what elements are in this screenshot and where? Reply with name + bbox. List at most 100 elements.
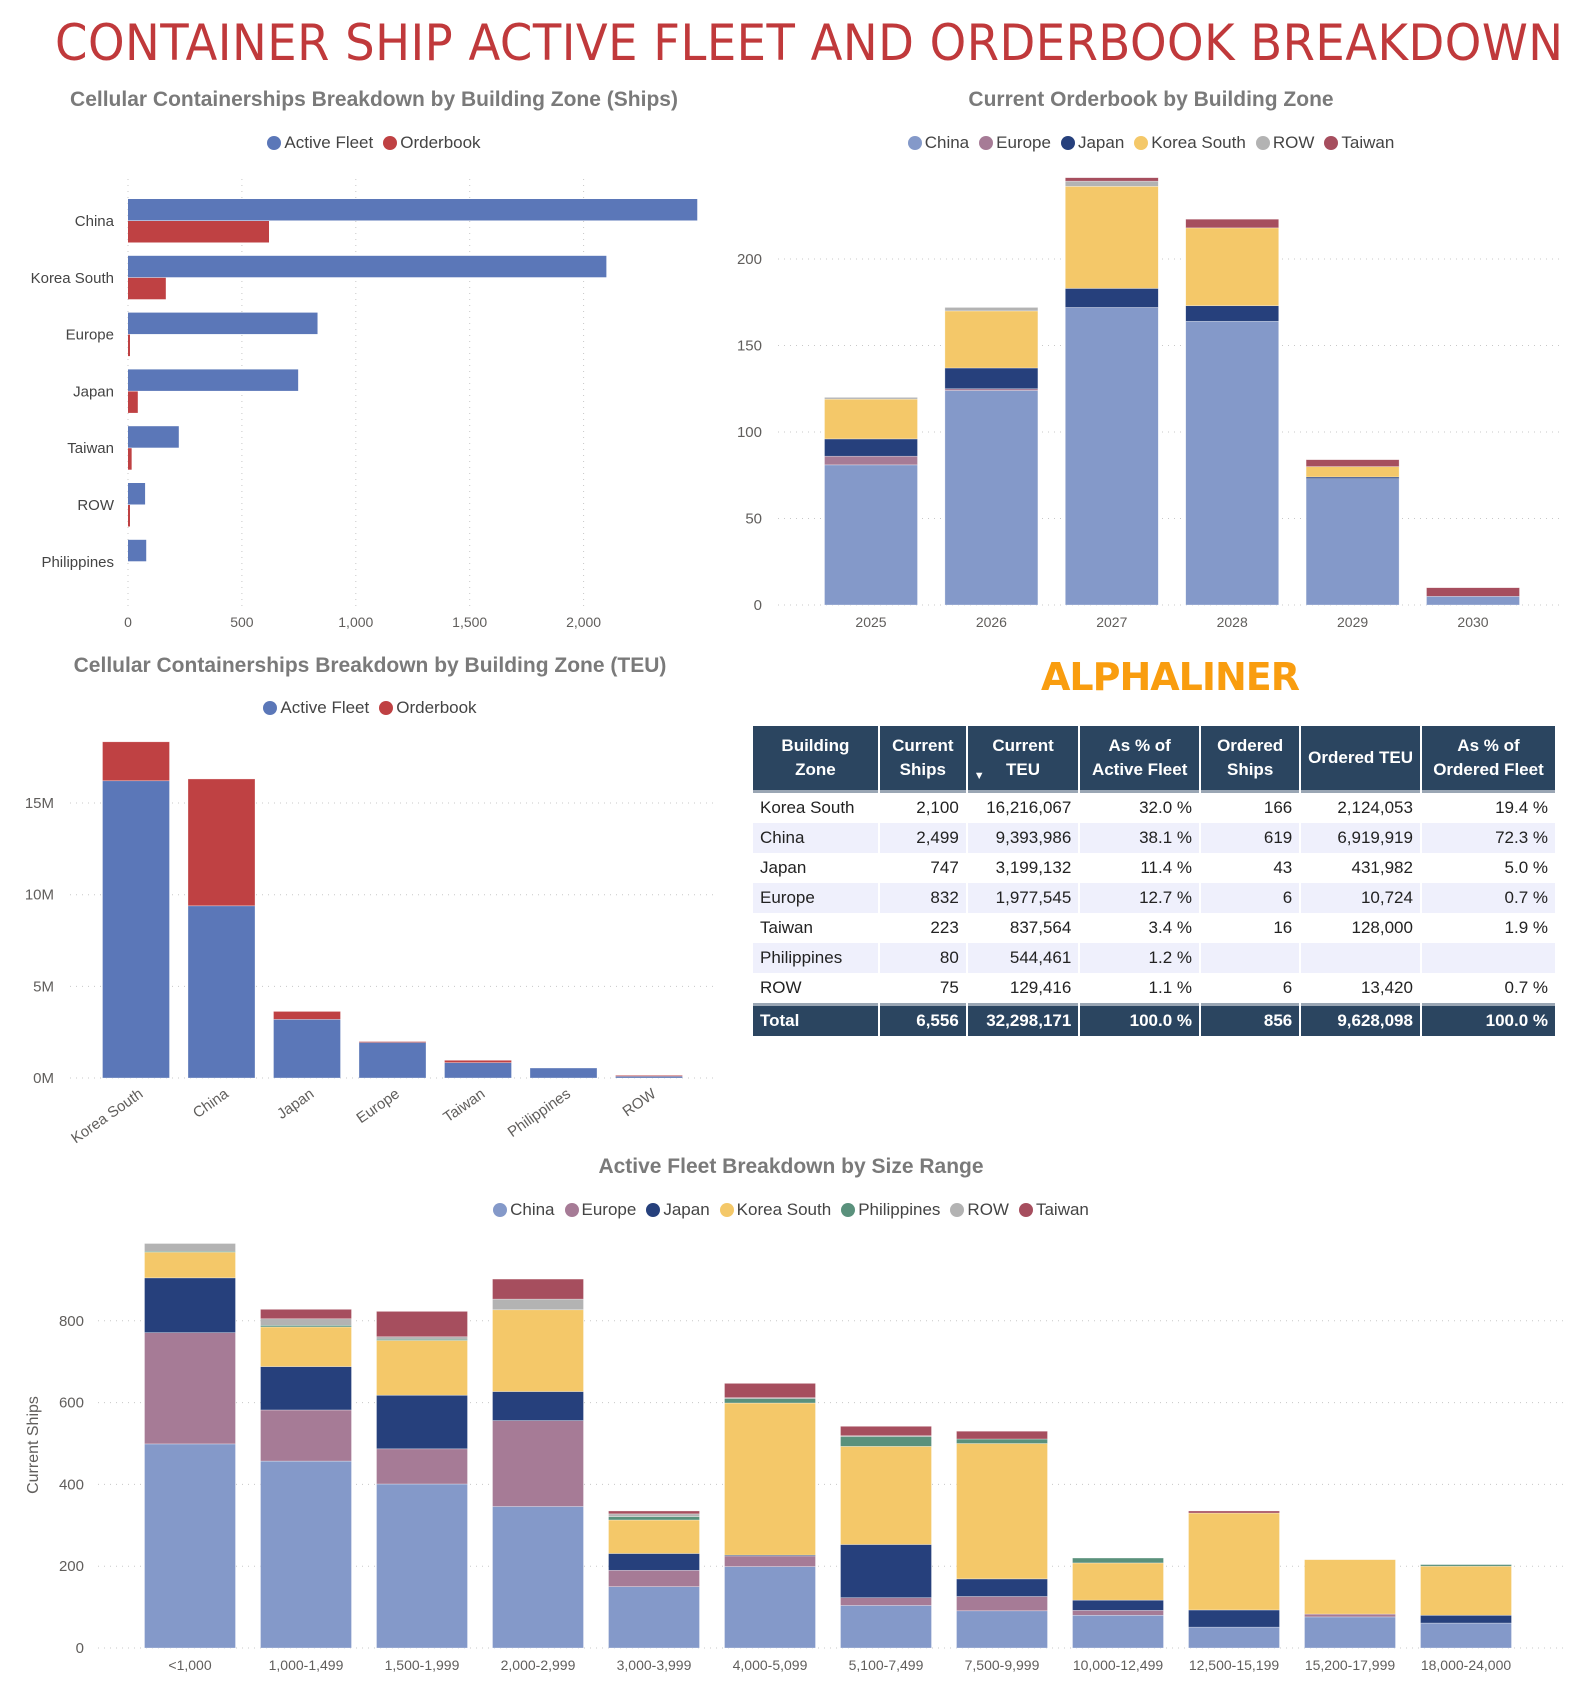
legend-item-taiwan[interactable]: Taiwan	[1018, 1200, 1089, 1220]
x-tick-label: 2029	[1337, 614, 1368, 630]
legend-item-row[interactable]: ROW	[1255, 133, 1314, 153]
legend-item-orderbook[interactable]: Orderbook	[383, 133, 481, 153]
bar-active-fleet-row	[128, 483, 146, 505]
table-cell-as-of-active-fleet: 1.2 %	[1080, 943, 1200, 973]
table-cell-as-of-ordered-fleet: 72.3 %	[1421, 823, 1555, 853]
bar-segment-row-1-000	[144, 1243, 236, 1252]
y-tick-label: 200	[737, 251, 762, 268]
bar-segment-philippines-18-000-24-000	[1420, 1564, 1512, 1567]
column-header-label: Building Zone	[781, 736, 850, 779]
legend-item-japan[interactable]: Japan	[1060, 133, 1124, 153]
bar-segment-europe-2025	[824, 455, 918, 466]
table-row: Japan 747 3,199,132 11.4 % 43 431,982 5.0 %	[753, 853, 1555, 883]
legend-item-taiwan[interactable]: Taiwan	[1324, 133, 1394, 153]
legend-item-row[interactable]: ROW	[950, 1200, 1009, 1220]
legend-item-philippines[interactable]: Philippines	[841, 1200, 940, 1220]
category-label: China	[75, 213, 115, 230]
bar-segment-china-2029	[1305, 478, 1400, 606]
bar-segment-philippines-10-000-12-499	[1072, 1557, 1164, 1564]
bar-segment-active-fleet-europe	[358, 1041, 427, 1079]
table-cell-ordered-teu: 128,000	[1351, 918, 1413, 937]
y-tick-label: 0M	[33, 1070, 54, 1087]
bar-segment-europe-4-000-5-099	[724, 1555, 816, 1567]
legend-item-china[interactable]: China	[493, 1200, 555, 1220]
legend-dot-icon	[1134, 136, 1149, 150]
fleet-summary-table: Building Zone Current Ships Current TEU ▼ As…	[751, 726, 1557, 1036]
column-header-label: As % of Active Fleet	[1091, 736, 1188, 779]
bar-segment-orderbook-row	[615, 1075, 683, 1077]
legend-item-europe[interactable]: Europe	[564, 1200, 636, 1220]
legend-item-orderbook[interactable]: Orderbook	[379, 698, 477, 718]
page-title: CONTAINER SHIP ACTIVE FLEET AND ORDERBOO…	[55, 14, 1564, 72]
column-header-as-of-ordered-fleet[interactable]: As % of Ordered Fleet	[1421, 726, 1555, 793]
table-cell-current-ships: 223	[930, 918, 959, 937]
legend-item-active-fleet[interactable]: Active Fleet	[263, 698, 369, 718]
bar-segment-orderbook-taiwan	[444, 1060, 512, 1063]
bar-orderbook-europe	[128, 334, 130, 357]
table-row: Korea South 2,100 16,216,067 32.0 % 166 2,124…	[753, 793, 1555, 823]
column-header-current-teu[interactable]: Current TEU ▼	[967, 726, 1079, 793]
legend-label: Europe	[996, 133, 1051, 152]
x-tick-label: 7,500-9,999	[965, 1657, 1040, 1673]
table-cell-building-zone: Taiwan	[760, 918, 813, 937]
bar-segment-europe-5-100-7-499	[840, 1597, 932, 1606]
column-header-label: Ordered Ships	[1217, 736, 1284, 779]
x-tick-label: 1,500	[452, 614, 487, 630]
legend-dot-icon	[1324, 136, 1339, 150]
table-cell-ordered-ships: 16	[1273, 918, 1293, 937]
table-cell-as-of-active-fleet: 32.0 %	[1139, 798, 1193, 817]
bar-segment-japan-1-500-1-999	[376, 1394, 468, 1450]
x-tick-label: 15,200-17,999	[1305, 1657, 1396, 1673]
sort-descending-icon[interactable]: ▼	[973, 770, 985, 782]
table-cell-building-zone: China	[753, 823, 878, 853]
column-header-label: As % of Ordered Fleet	[1433, 736, 1544, 779]
legend-label: Taiwan	[1035, 1200, 1089, 1219]
legend-item-europe[interactable]: Europe	[979, 133, 1051, 153]
bar-segment-china-2030	[1426, 596, 1520, 606]
table-cell-ordered-ships: 166	[1263, 798, 1293, 817]
bar-segment-china-1-500-1-999	[376, 1483, 468, 1649]
table-cell-as-of-ordered-fleet: 5.0 %	[1504, 858, 1548, 877]
table-cell-as-of-active-fleet: 3.4 %	[1148, 918, 1193, 937]
teu-chart-title: Cellular Containerships Breakdown by Bui…	[73, 654, 667, 677]
column-header-building-zone[interactable]: Building Zone	[753, 726, 878, 793]
table-cell-ordered-teu: 10,724	[1301, 883, 1420, 913]
table-cell-as-of-ordered-fleet	[1421, 943, 1555, 973]
column-header-ordered-teu[interactable]: Ordered TEU	[1301, 726, 1420, 793]
bar-segment-taiwan-2030	[1426, 587, 1520, 597]
legend-item-china[interactable]: China	[907, 133, 969, 153]
table-cell-as-of-active-fleet: 12.7 %	[1080, 883, 1200, 913]
bar-segment-taiwan-2028	[1185, 218, 1279, 229]
legend-label: Taiwan	[1341, 133, 1395, 152]
legend-dot-icon	[383, 136, 398, 150]
column-header-as-of-active-fleet[interactable]: As % of Active Fleet	[1080, 726, 1200, 793]
x-tick-label: China	[190, 1085, 232, 1122]
bar-segment-japan-10-000-12-499	[1072, 1599, 1164, 1611]
legend-dot-icon	[1060, 136, 1075, 150]
x-tick-label: 2030	[1457, 614, 1488, 630]
column-header-ordered-ships[interactable]: Ordered Ships	[1201, 726, 1300, 793]
bar-segment-china-15-200-17-999	[1304, 1616, 1396, 1649]
bar-segment-row-2027	[1065, 180, 1159, 187]
legend-item-japan[interactable]: Japan	[646, 1200, 710, 1220]
bar-segment-korea-south-18-000-24-000	[1420, 1565, 1512, 1616]
bar-segment-taiwan-4-000-5-099	[724, 1383, 816, 1398]
x-tick-label: 10,000-12,499	[1073, 1657, 1164, 1673]
bar-segment-taiwan-12-500-15-199	[1188, 1510, 1280, 1514]
y-tick-label: 15M	[25, 795, 54, 812]
bar-segment-japan-1-000-1-499	[260, 1366, 352, 1411]
bar-segment-china-2026	[944, 390, 1039, 606]
bar-segment-europe-15-200-17-999	[1304, 1613, 1396, 1618]
legend-item-korea-south[interactable]: Korea South	[1134, 133, 1246, 153]
legend-item-korea-south[interactable]: Korea South	[719, 1200, 831, 1220]
bar-orderbook-taiwan	[128, 448, 132, 470]
legend-item-active-fleet[interactable]: Active Fleet	[267, 133, 373, 153]
bar-segment-china-4-000-5-099	[724, 1566, 816, 1649]
table-cell-current-teu: 129,416	[1009, 978, 1072, 997]
y-axis-title: Current Ships	[25, 1396, 42, 1494]
column-header-current-ships[interactable]: Current Ships	[879, 726, 966, 793]
legend-dot-icon	[493, 1203, 508, 1217]
bar-segment-row-2-000-2-999	[492, 1298, 584, 1311]
table-cell-current-teu: 3,199,132	[995, 858, 1072, 877]
y-tick-label: 800	[59, 1313, 84, 1330]
